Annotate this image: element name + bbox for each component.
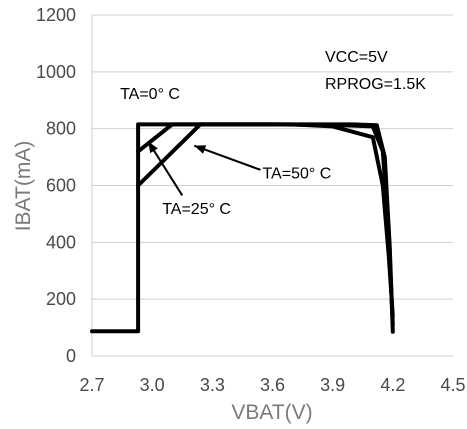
y-tick-label: 1200 bbox=[36, 5, 76, 25]
x-tick-label: 3.0 bbox=[140, 375, 165, 395]
y-tick-label: 600 bbox=[46, 176, 76, 196]
y-tick-label: 200 bbox=[46, 289, 76, 309]
series-line-1 bbox=[136, 122, 395, 327]
condition-rprog: RPROG=1.5K bbox=[325, 76, 426, 93]
arrow-ta50-head bbox=[194, 145, 207, 154]
y-tick-labels: 0 200 400 600 800 1000 1200 bbox=[36, 5, 76, 366]
x-tick-label: 4.5 bbox=[440, 375, 465, 395]
x-tick-label: 3.9 bbox=[320, 375, 345, 395]
condition-vcc: VCC=5V bbox=[325, 49, 388, 66]
series-line-0 bbox=[90, 122, 395, 334]
annotation-label: TA=0° C bbox=[120, 86, 180, 103]
x-tick-label: 3.6 bbox=[260, 375, 285, 395]
data-series bbox=[90, 122, 395, 334]
x-tick-labels: 2.7 3.0 3.3 3.6 3.9 4.2 4.5 bbox=[79, 375, 465, 395]
y-tick-label: 1000 bbox=[36, 62, 76, 82]
y-tick-label: 800 bbox=[46, 119, 76, 139]
x-tick-label: 4.2 bbox=[380, 375, 405, 395]
x-tick-label: 3.3 bbox=[200, 375, 225, 395]
annotation-label: TA=25° C bbox=[162, 201, 231, 218]
x-tick-label: 2.7 bbox=[79, 375, 104, 395]
arrow-ta50-shaft bbox=[193, 144, 261, 171]
y-tick-label: 0 bbox=[66, 346, 76, 366]
grid-lines bbox=[92, 14, 453, 357]
annotation-arrows bbox=[147, 140, 261, 196]
x-axis-title: VBAT(V) bbox=[231, 401, 312, 424]
annotations: TA=0° C TA=25° C TA=50° C bbox=[120, 86, 331, 218]
annotation-label: TA=50° C bbox=[262, 165, 331, 182]
y-tick-label: 400 bbox=[46, 232, 76, 252]
series-line-2 bbox=[136, 122, 395, 319]
arrow-ta25-head bbox=[148, 141, 158, 154]
y-axis-title: IBAT(mA) bbox=[12, 141, 35, 232]
